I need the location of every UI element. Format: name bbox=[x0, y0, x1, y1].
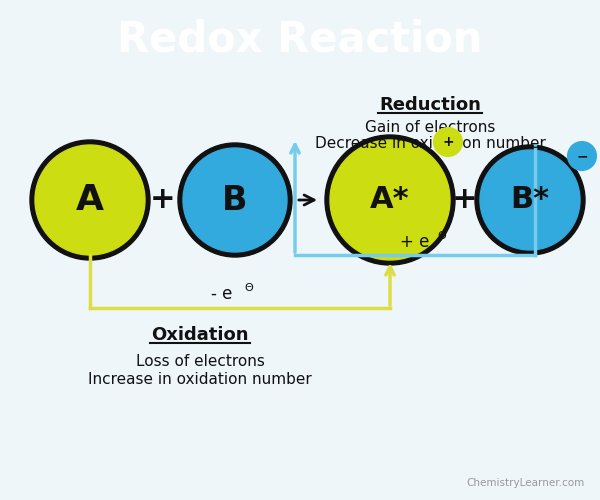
Circle shape bbox=[30, 140, 150, 260]
Circle shape bbox=[183, 148, 287, 252]
Circle shape bbox=[568, 142, 596, 170]
Text: +: + bbox=[150, 186, 176, 214]
Text: ChemistryLearner.com: ChemistryLearner.com bbox=[467, 478, 585, 488]
Text: Reduction: Reduction bbox=[379, 96, 481, 114]
Text: - e: - e bbox=[211, 285, 233, 303]
Text: Θ: Θ bbox=[437, 231, 446, 241]
Text: Increase in oxidation number: Increase in oxidation number bbox=[88, 372, 312, 388]
Text: B*: B* bbox=[511, 186, 550, 214]
Circle shape bbox=[178, 143, 292, 257]
Text: A: A bbox=[76, 183, 104, 217]
Circle shape bbox=[434, 128, 462, 156]
Circle shape bbox=[35, 145, 145, 255]
Text: Oxidation: Oxidation bbox=[151, 326, 249, 344]
Text: +: + bbox=[452, 186, 478, 214]
Text: Gain of electrons: Gain of electrons bbox=[365, 120, 495, 134]
Text: A*: A* bbox=[370, 186, 410, 214]
Text: Loss of electrons: Loss of electrons bbox=[136, 354, 265, 370]
Circle shape bbox=[475, 145, 585, 255]
Text: +: + bbox=[442, 135, 454, 149]
Circle shape bbox=[480, 150, 580, 250]
Text: Redox Reaction: Redox Reaction bbox=[118, 19, 482, 61]
Text: −: − bbox=[576, 149, 588, 163]
Circle shape bbox=[325, 135, 455, 265]
Text: Θ: Θ bbox=[245, 283, 253, 293]
Text: Decrease in oxidation number: Decrease in oxidation number bbox=[314, 136, 545, 150]
Circle shape bbox=[330, 140, 450, 260]
Text: + e: + e bbox=[400, 233, 430, 251]
Text: B: B bbox=[222, 184, 248, 216]
